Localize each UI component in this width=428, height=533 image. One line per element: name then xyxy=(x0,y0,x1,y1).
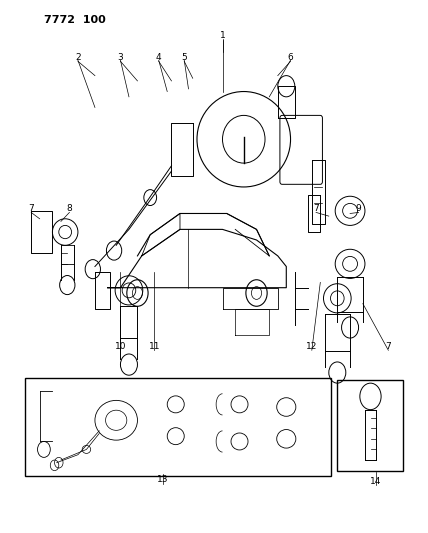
Text: 3: 3 xyxy=(118,53,123,62)
Text: 13: 13 xyxy=(157,475,169,484)
Text: 11: 11 xyxy=(149,342,160,351)
Text: 9: 9 xyxy=(356,204,362,213)
Text: 12: 12 xyxy=(306,342,318,351)
Text: 8: 8 xyxy=(66,204,72,213)
Text: 5: 5 xyxy=(181,53,187,62)
Text: 6: 6 xyxy=(288,53,294,62)
Text: 2: 2 xyxy=(75,53,81,62)
Text: 7: 7 xyxy=(313,204,319,213)
Text: 1: 1 xyxy=(220,31,226,41)
Text: 7: 7 xyxy=(386,342,391,351)
Text: 7772  100: 7772 100 xyxy=(44,15,106,25)
Text: 7: 7 xyxy=(28,204,34,213)
Text: 14: 14 xyxy=(370,477,381,486)
Text: 4: 4 xyxy=(156,53,161,62)
Text: 10: 10 xyxy=(115,342,126,351)
